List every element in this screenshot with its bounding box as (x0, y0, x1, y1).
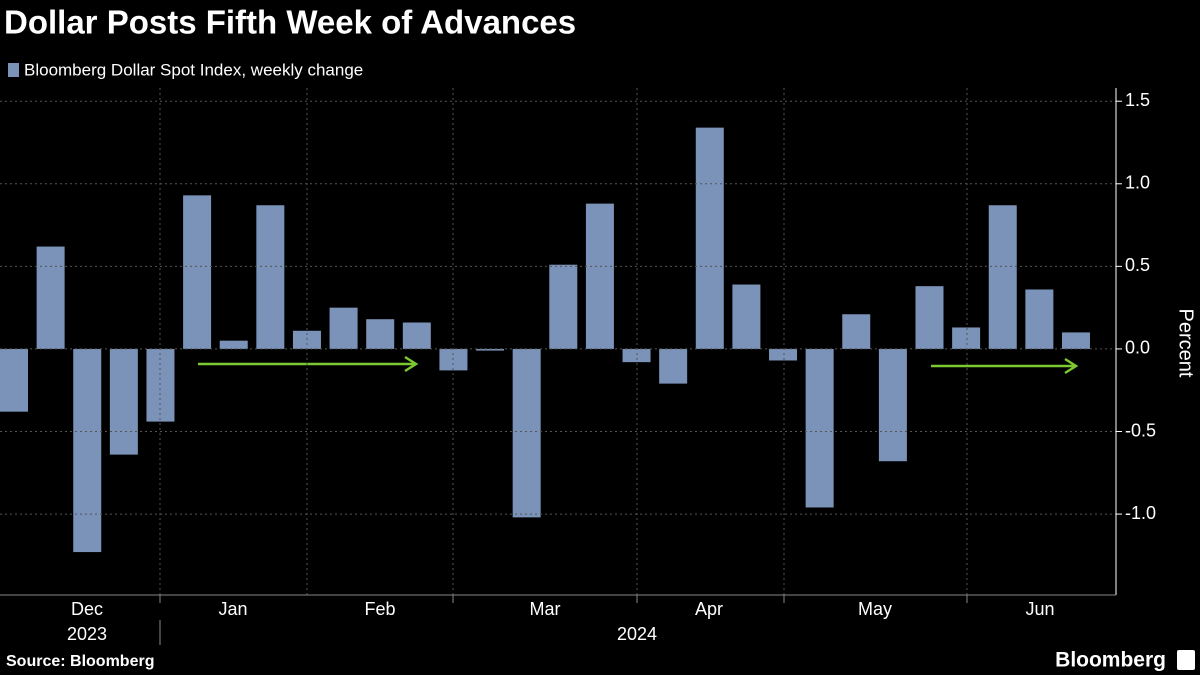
y-tick-label: -0.5 (1125, 420, 1156, 440)
bar (0, 348, 28, 412)
bar (512, 348, 541, 518)
bar (952, 327, 981, 349)
bar (402, 322, 431, 349)
bar (695, 127, 724, 349)
brand-icon (1177, 650, 1195, 670)
y-tick-label: 0.0 (1125, 338, 1150, 358)
x-month-label: Feb (364, 599, 395, 619)
bar (842, 314, 871, 349)
bar (1025, 289, 1054, 349)
x-month-label: May (858, 599, 892, 619)
y-tick-label: 0.5 (1125, 255, 1150, 275)
bar (476, 348, 505, 351)
bar (366, 319, 395, 349)
bar (769, 348, 798, 361)
x-year-label: 2023 (67, 624, 107, 644)
brand: Bloomberg (1055, 649, 1166, 672)
x-month-label: Jun (1025, 599, 1054, 619)
chart-title: Dollar Posts Fifth Week of Advances (4, 4, 576, 41)
y-tick-label: -1.0 (1125, 503, 1156, 523)
y-tick-label: 1.5 (1125, 90, 1150, 110)
bar (659, 348, 688, 384)
bar (219, 340, 248, 349)
bar (622, 348, 651, 363)
bar (878, 348, 907, 462)
bar (988, 205, 1017, 349)
bar (329, 307, 358, 349)
bar (1061, 332, 1090, 349)
bar (109, 348, 138, 455)
legend-swatch (8, 63, 19, 77)
legend-label: Bloomberg Dollar Spot Index, weekly chan… (24, 60, 363, 79)
source: Source: Bloomberg (6, 653, 154, 670)
bar (549, 264, 578, 349)
bar (36, 246, 65, 349)
y-tick-label: 1.0 (1125, 173, 1150, 193)
x-year-label: 2024 (617, 624, 657, 644)
bar (183, 195, 212, 349)
x-month-label: Jan (218, 599, 247, 619)
bar (73, 348, 102, 553)
bar (805, 348, 834, 508)
x-month-label: Dec (71, 599, 103, 619)
x-month-label: Mar (530, 599, 561, 619)
bar (585, 203, 614, 349)
y-axis-label: Percent (1175, 309, 1197, 378)
bar (732, 284, 761, 349)
x-month-label: Apr (695, 599, 723, 619)
bar (915, 286, 944, 349)
bar (256, 205, 285, 349)
